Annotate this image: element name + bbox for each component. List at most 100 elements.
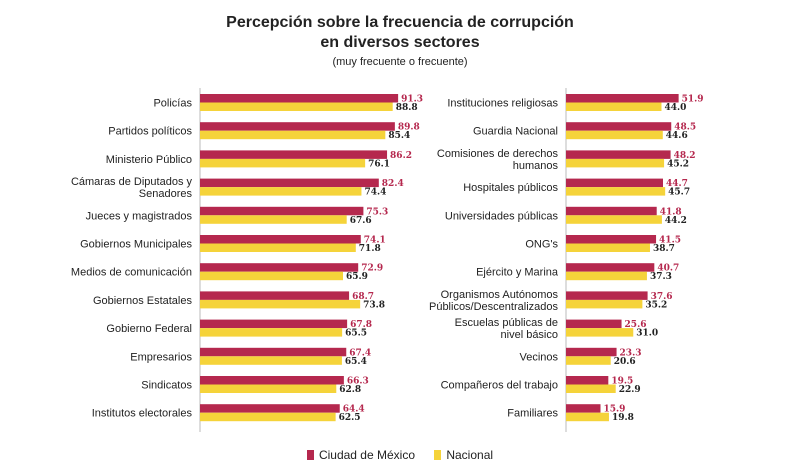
- data-label-nacional: 44.2: [665, 216, 687, 226]
- bar-nacional: [200, 412, 336, 422]
- data-label-nacional: 65.5: [345, 329, 367, 339]
- legend-swatch-cdmx: [306, 450, 314, 460]
- category-label: Guardia Nacional: [473, 126, 558, 138]
- data-label-cdmx: 41.5: [659, 236, 681, 246]
- data-label-cdmx: 91.3: [401, 95, 423, 105]
- category-label: Vecinos: [519, 351, 558, 363]
- bar-cdmx: [566, 347, 617, 357]
- bar-cdmx: [566, 122, 672, 131]
- bar-nacional: [566, 412, 609, 422]
- bar-cdmx: [566, 94, 679, 103]
- chart-title-line1: Percepción sobre la frecuencia de corrup…: [226, 14, 574, 31]
- bar-nacional: [200, 243, 356, 252]
- data-label-nacional: 65.9: [346, 272, 368, 282]
- data-label-nacional: 85.4: [388, 131, 410, 141]
- data-label-nacional: 31.0: [636, 329, 658, 339]
- bar-nacional: [566, 328, 634, 337]
- chart-subtitle: (muy frecuente o frecuente): [332, 56, 468, 68]
- category-label: Jueces y magistrados: [86, 210, 193, 222]
- legend-swatch-nacional: [434, 450, 442, 460]
- bar-nacional: [200, 215, 347, 224]
- category-label: Familiares: [507, 408, 558, 420]
- bar-cdmx: [566, 404, 601, 413]
- category-label: Ejército y Marina: [476, 267, 559, 279]
- data-label-cdmx: 51.9: [682, 95, 704, 105]
- data-label-cdmx: 75.3: [366, 207, 388, 217]
- category-label: Partidos políticos: [108, 126, 192, 138]
- data-label-cdmx: 23.3: [620, 348, 642, 358]
- legend-item-cdmx: Ciudad de México: [306, 448, 415, 462]
- bar-cdmx: [200, 178, 379, 188]
- bar-nacional: [200, 102, 393, 111]
- data-label-cdmx: 15.9: [604, 405, 626, 415]
- bar-nacional: [566, 102, 662, 111]
- bar-cdmx: [200, 404, 340, 413]
- bar-cdmx: [566, 235, 657, 244]
- data-label-cdmx: 89.8: [398, 123, 420, 133]
- data-label-nacional: 65.4: [345, 357, 367, 367]
- data-label-nacional: 19.8: [612, 413, 634, 423]
- category-label: Organismos Autónomos Públicos/Descentrali…: [429, 289, 559, 313]
- data-label-cdmx: 82.4: [382, 179, 404, 189]
- data-label-cdmx: 48.2: [674, 151, 696, 161]
- bar-cdmx: [200, 263, 359, 272]
- bar-nacional: [566, 384, 616, 393]
- bar-cdmx: [200, 376, 344, 385]
- category-label: Cámaras de Diputados y Senadores: [71, 176, 193, 200]
- data-label-nacional: 62.8: [339, 385, 361, 395]
- data-label-cdmx: 44.7: [666, 179, 688, 189]
- category-label: Institutos electorales: [92, 408, 193, 420]
- bar-nacional: [566, 158, 665, 168]
- bar-nacional: [566, 243, 650, 252]
- bar-nacional: [566, 130, 663, 140]
- bar-nacional: [200, 356, 342, 365]
- bar-nacional: [200, 130, 386, 140]
- data-label-nacional: 38.7: [653, 244, 675, 254]
- bar-cdmx: [566, 319, 622, 329]
- category-label: Escuelas públicas de nivel básico: [455, 317, 558, 341]
- data-label-nacional: 74.4: [364, 188, 386, 198]
- bar-nacional: [200, 384, 337, 393]
- bar-cdmx: [200, 235, 361, 244]
- bar-nacional: [566, 215, 662, 224]
- bar-nacional: [200, 187, 362, 196]
- category-label: Empresarios: [130, 351, 192, 363]
- bar-cdmx: [566, 263, 655, 272]
- data-label-cdmx: 64.4: [343, 405, 365, 415]
- bar-nacional: [566, 271, 647, 281]
- legend-item-nacional: Nacional: [434, 448, 493, 462]
- data-label-cdmx: 67.8: [350, 320, 372, 330]
- data-label-cdmx: 66.3: [347, 377, 369, 387]
- bar-cdmx: [200, 94, 399, 103]
- data-label-nacional: 71.8: [359, 244, 381, 254]
- data-label-cdmx: 41.8: [660, 207, 682, 217]
- data-label-nacional: 20.6: [614, 357, 636, 367]
- category-label: Sindicatos: [141, 380, 192, 392]
- bar-cdmx: [200, 150, 388, 159]
- category-label: Universidades públicas: [445, 210, 559, 222]
- bar-cdmx: [566, 291, 648, 300]
- data-label-cdmx: 68.7: [352, 292, 374, 302]
- legend-label-nacional: Nacional: [446, 448, 494, 462]
- bar-nacional: [200, 158, 366, 168]
- data-label-cdmx: 74.1: [364, 236, 386, 246]
- bar-nacional: [566, 299, 643, 309]
- data-label-nacional: 62.5: [339, 413, 361, 423]
- bar-cdmx: [200, 206, 364, 216]
- chart-title-line2: en diversos sectores: [320, 34, 480, 51]
- data-label-nacional: 22.9: [619, 385, 641, 395]
- data-label-nacional: 88.8: [396, 103, 418, 113]
- bar-nacional: [566, 187, 666, 196]
- data-label-cdmx: 72.9: [361, 264, 383, 274]
- data-label-cdmx: 86.2: [390, 151, 412, 161]
- category-label: Medios de comunicación: [71, 267, 192, 279]
- data-label-nacional: 45.2: [667, 159, 689, 169]
- bar-nacional: [566, 356, 611, 365]
- bar-nacional: [200, 328, 343, 337]
- data-label-nacional: 44.0: [664, 103, 686, 113]
- data-label-cdmx: 25.6: [625, 320, 647, 330]
- bar-cdmx: [200, 347, 347, 357]
- category-label: ONG's: [525, 239, 558, 251]
- data-label-nacional: 76.1: [368, 159, 390, 169]
